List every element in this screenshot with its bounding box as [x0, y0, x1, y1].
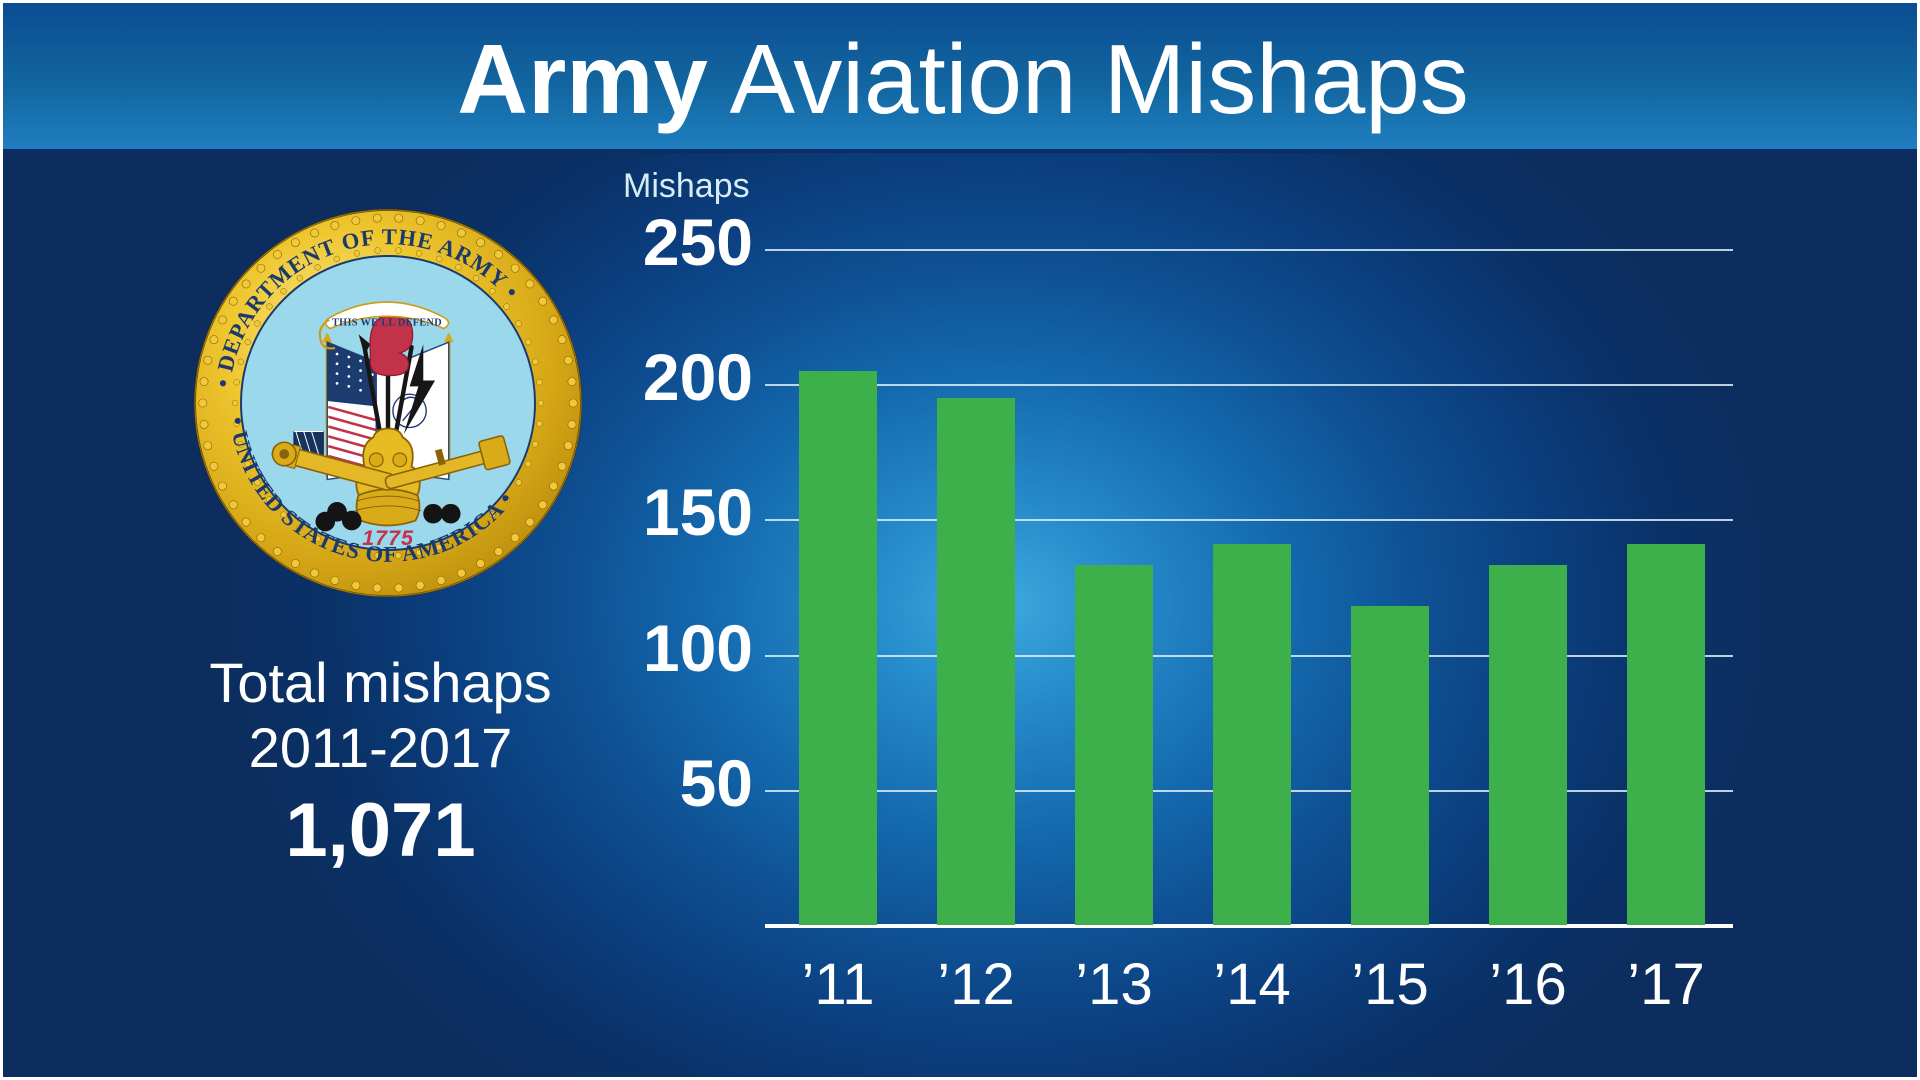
svg-text:THIS WE'LL DEFEND: THIS WE'LL DEFEND: [332, 318, 442, 329]
